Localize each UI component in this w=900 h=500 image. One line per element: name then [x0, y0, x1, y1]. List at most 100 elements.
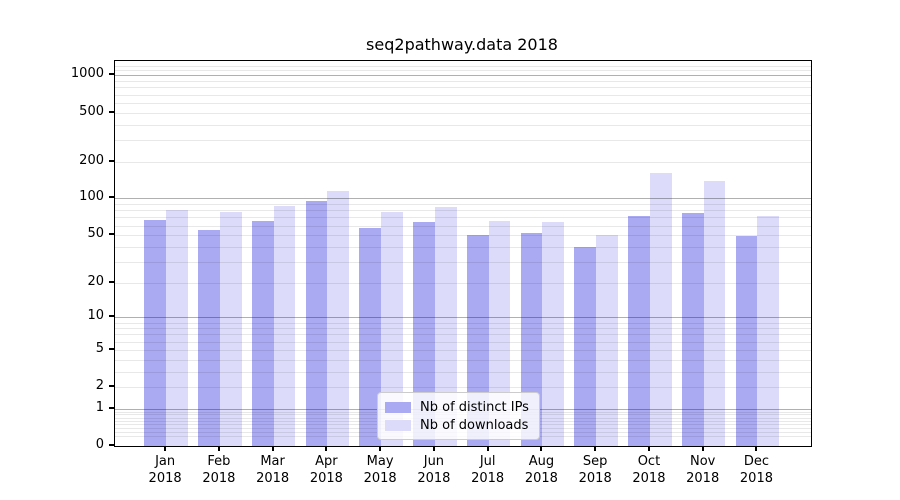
y-tick-1000: [109, 73, 114, 76]
legend-label: Nb of downloads: [420, 417, 529, 433]
y-tick-label-50: 50: [87, 226, 104, 242]
gridline-major: [115, 75, 811, 77]
gridline-minor: [115, 387, 811, 389]
x-tick-label-nov-2018: Nov 2018: [671, 453, 735, 487]
x-tick-label-year: 2018: [578, 471, 612, 486]
x-tick-aug-2018: [540, 446, 543, 451]
legend-row-nb-of-downloads: Nb of downloads: [385, 416, 529, 434]
x-tick-label-year: 2018: [202, 471, 236, 486]
gridline-minor: [115, 328, 811, 330]
grid-layer: [115, 61, 811, 446]
y-tick-label-5: 5: [95, 340, 104, 356]
x-tick-label-may-2018: May 2018: [348, 453, 412, 487]
x-tick-may-2018: [379, 446, 382, 451]
bar-nb-of-distinct-ips-may-2018: [359, 228, 382, 446]
legend-row-nb-of-distinct-ips: Nb of distinct IPs: [385, 398, 529, 416]
bar-nb-of-distinct-ips-oct-2018: [628, 215, 650, 446]
gridline-minor: [115, 359, 811, 361]
x-tick-label-mar-2018: Mar 2018: [241, 453, 305, 487]
x-tick-feb-2018: [217, 446, 220, 451]
y-tick-label-200: 200: [79, 152, 104, 168]
gridline-minor: [115, 371, 811, 373]
y-tick-200: [109, 159, 114, 162]
bar-nb-of-distinct-ips-nov-2018: [681, 213, 704, 446]
gridline-minor: [115, 161, 811, 163]
gridline-minor: [115, 124, 811, 126]
x-tick-label-year: 2018: [686, 471, 720, 486]
bar-nb-of-downloads-jan-2018: [166, 210, 188, 446]
bar-nb-of-downloads-mar-2018: [273, 206, 296, 446]
x-tick-label-year: 2018: [256, 471, 290, 486]
gridline-minor: [115, 65, 811, 67]
x-tick-label-year: 2018: [632, 471, 666, 486]
gridline-minor: [115, 235, 811, 237]
y-tick-20: [109, 280, 114, 283]
x-tick-label-apr-2018: Apr 2018: [294, 453, 358, 487]
x-tick-label-year: 2018: [739, 471, 773, 486]
y-tick-2: [109, 385, 114, 388]
x-tick-label-year: 2018: [524, 471, 558, 486]
y-tick-50: [109, 233, 114, 236]
y-tick-label-1000: 1000: [70, 66, 104, 82]
y-tick-label-10: 10: [87, 308, 104, 324]
x-tick-label-sep-2018: Sep 2018: [563, 453, 627, 487]
gridline-minor: [115, 322, 811, 324]
y-tick-100: [109, 196, 114, 199]
y-tick-500: [109, 110, 114, 113]
bar-nb-of-downloads-nov-2018: [703, 180, 726, 446]
y-tick-5: [109, 347, 114, 350]
x-tick-label-year: 2018: [309, 471, 343, 486]
x-tick-label-dec-2018: Dec 2018: [724, 453, 788, 487]
gridline-major: [115, 198, 811, 200]
gridline-minor: [115, 225, 811, 227]
x-tick-jul-2018: [486, 446, 489, 451]
gridline-minor: [115, 112, 811, 114]
y-tick-10: [109, 315, 114, 318]
x-tick-label-jun-2018: Jun 2018: [402, 453, 466, 487]
plot-area: [114, 60, 812, 447]
x-tick-dec-2018: [755, 446, 758, 451]
bar-nb-of-downloads-oct-2018: [649, 173, 672, 446]
gridline-minor: [115, 70, 811, 72]
bar-nb-of-distinct-ips-sep-2018: [574, 246, 597, 446]
gridline-minor: [115, 81, 811, 83]
x-tick-label-aug-2018: Aug 2018: [509, 453, 573, 487]
bar-nb-of-downloads-jun-2018: [434, 207, 457, 446]
bar-nb-of-downloads-apr-2018: [327, 190, 350, 446]
x-tick-label-feb-2018: Feb 2018: [187, 453, 251, 487]
gridline-minor: [115, 204, 811, 206]
y-tick-label-20: 20: [87, 273, 104, 289]
bar-nb-of-distinct-ips-jan-2018: [144, 219, 167, 446]
gridline-minor: [115, 217, 811, 219]
y-tick-label-1: 1: [95, 399, 104, 415]
y-tick-label-0: 0: [95, 437, 104, 452]
legend: Nb of distinct IPs Nb of downloads: [377, 392, 540, 440]
x-tick-oct-2018: [647, 446, 650, 451]
x-tick-jun-2018: [432, 446, 435, 451]
gridline-minor: [115, 282, 811, 284]
gridline-minor: [115, 139, 811, 141]
x-tick-label-year: 2018: [471, 471, 505, 486]
bar-nb-of-downloads-sep-2018: [596, 235, 618, 446]
gridline-major: [115, 317, 811, 319]
x-tick-label-jan-2018: Jan 2018: [133, 453, 197, 487]
x-tick-label-jul-2018: Jul 2018: [456, 453, 520, 487]
chart-title: seq2pathway.data 2018: [366, 35, 558, 54]
x-tick-label-year: 2018: [417, 471, 451, 486]
legend-label: Nb of distinct IPs: [420, 399, 529, 415]
gridline-minor: [115, 87, 811, 89]
gridline-minor: [115, 246, 811, 248]
gridline-minor: [115, 261, 811, 263]
y-tick-0: [109, 444, 114, 446]
x-tick-label-year: 2018: [148, 471, 182, 486]
gridline-minor: [115, 341, 811, 343]
x-tick-sep-2018: [594, 446, 597, 451]
x-tick-label-year: 2018: [363, 471, 397, 486]
x-tick-mar-2018: [271, 446, 274, 451]
bar-nb-of-downloads-feb-2018: [219, 212, 242, 446]
bar-nb-of-distinct-ips-mar-2018: [251, 221, 274, 446]
gridline-minor: [115, 349, 811, 351]
x-tick-nov-2018: [701, 446, 704, 451]
bar-nb-of-distinct-ips-jun-2018: [413, 222, 435, 446]
